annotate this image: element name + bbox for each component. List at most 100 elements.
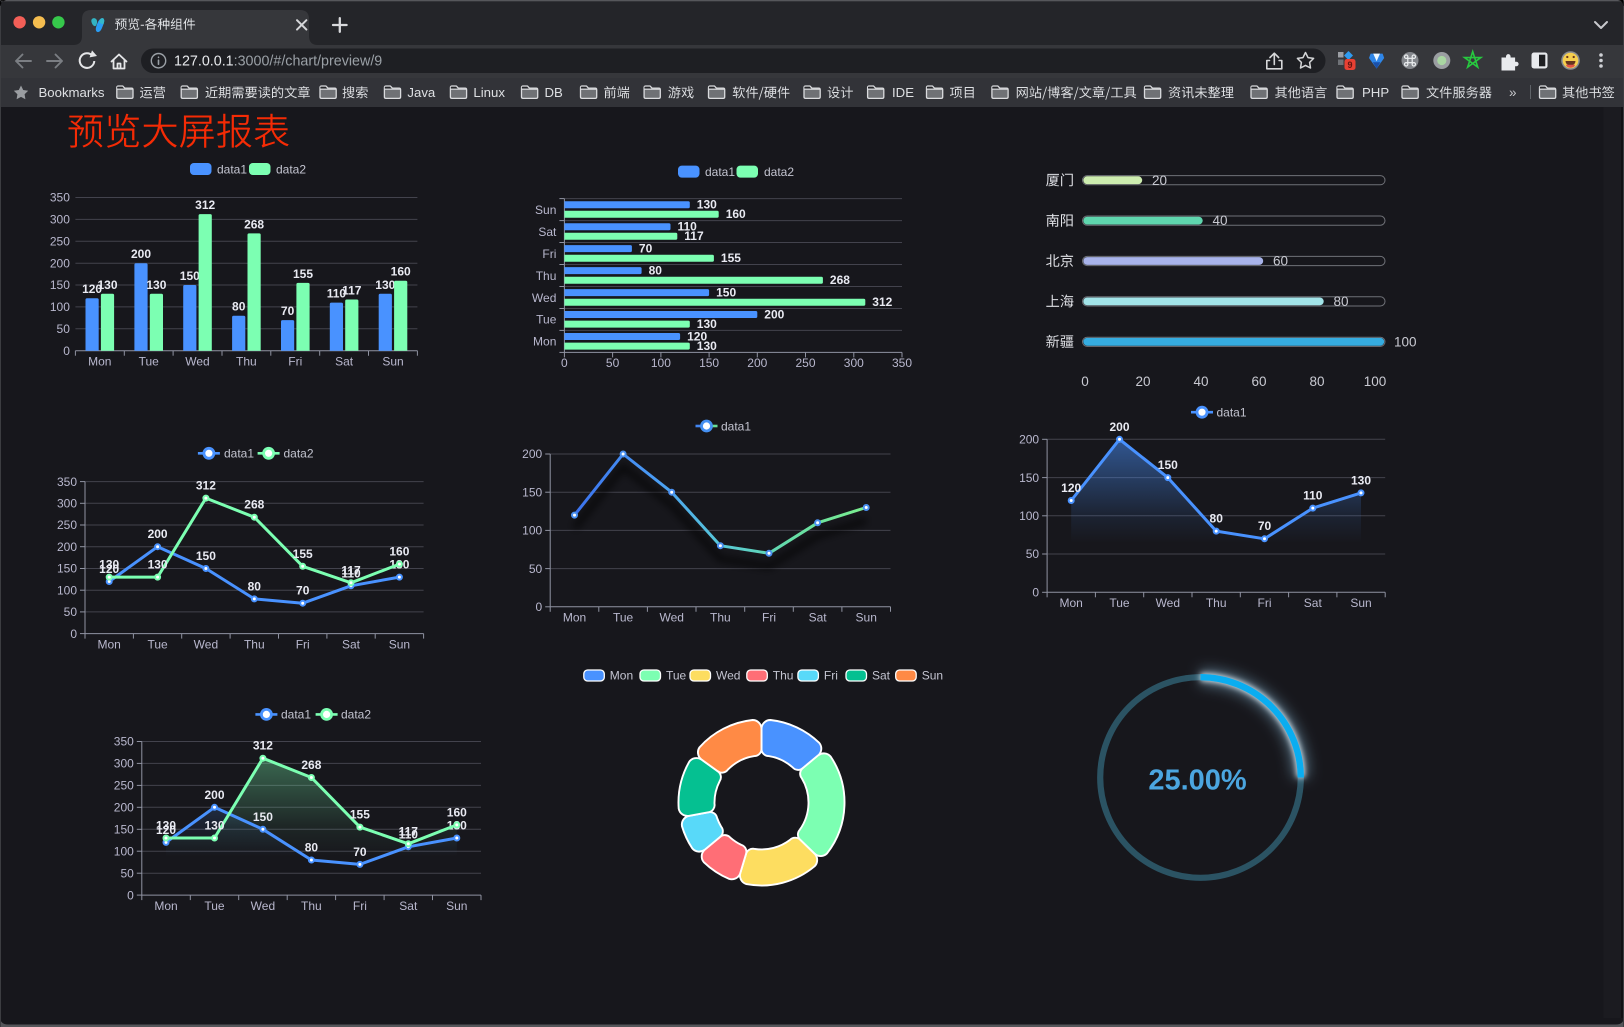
svg-text:Thu: Thu — [710, 611, 731, 625]
svg-text:data1: data1 — [705, 165, 735, 179]
svg-text:Thu: Thu — [244, 637, 265, 651]
svg-text:268: 268 — [301, 758, 321, 772]
svg-text:Tue: Tue — [147, 637, 168, 651]
svg-text:Mon: Mon — [1060, 596, 1083, 610]
svg-text:20: 20 — [1152, 173, 1167, 188]
svg-text:0: 0 — [536, 600, 543, 614]
svg-text:Fri: Fri — [1258, 596, 1272, 610]
svg-text:PHP: PHP — [1362, 85, 1389, 100]
svg-text:70: 70 — [1258, 519, 1272, 533]
svg-text:130: 130 — [148, 558, 168, 572]
svg-text:200: 200 — [57, 540, 77, 554]
svg-text:Sun: Sun — [389, 637, 410, 651]
svg-text:117: 117 — [341, 563, 361, 577]
svg-text:155: 155 — [293, 267, 313, 281]
svg-text:268: 268 — [244, 217, 264, 231]
svg-text:50: 50 — [1026, 547, 1040, 561]
svg-text:110: 110 — [1303, 489, 1323, 503]
svg-text:250: 250 — [50, 235, 70, 249]
svg-text:Tue: Tue — [1109, 596, 1130, 610]
svg-text:data1: data1 — [721, 419, 751, 433]
svg-text:110: 110 — [327, 287, 347, 301]
svg-text:130: 130 — [697, 339, 717, 353]
svg-text:100: 100 — [50, 300, 70, 314]
svg-text:Mon: Mon — [88, 355, 111, 369]
svg-text:350: 350 — [57, 475, 77, 489]
svg-text:Wed: Wed — [1156, 596, 1180, 610]
svg-text:Sun: Sun — [922, 669, 943, 683]
svg-text:350: 350 — [50, 191, 70, 205]
svg-text:data1: data1 — [217, 162, 247, 176]
svg-text:50: 50 — [120, 866, 134, 880]
svg-text:25.00%: 25.00% — [1148, 764, 1247, 796]
svg-text:110: 110 — [399, 827, 419, 841]
svg-text:Tue: Tue — [139, 355, 160, 369]
svg-text:70: 70 — [353, 845, 367, 859]
svg-text:0: 0 — [561, 356, 568, 370]
svg-text:80: 80 — [248, 579, 262, 593]
svg-text:Wed: Wed — [716, 669, 740, 683]
svg-text:100: 100 — [522, 524, 542, 538]
svg-text:Tue: Tue — [204, 899, 225, 913]
svg-text:350: 350 — [892, 356, 912, 370]
svg-text:110: 110 — [341, 566, 361, 580]
svg-text:Mon: Mon — [98, 637, 121, 651]
svg-text:Sat: Sat — [335, 355, 354, 369]
svg-text:150: 150 — [180, 269, 200, 283]
svg-text:50: 50 — [57, 322, 71, 336]
svg-text:Tue: Tue — [666, 669, 687, 683]
svg-text:Sat: Sat — [1304, 596, 1323, 610]
svg-text:Thu: Thu — [1206, 596, 1227, 610]
svg-text:Wed: Wed — [251, 899, 275, 913]
svg-text:200: 200 — [131, 247, 151, 261]
svg-text:Mon: Mon — [154, 899, 177, 913]
svg-text:160: 160 — [447, 805, 467, 819]
svg-text:155: 155 — [721, 251, 741, 265]
svg-text:0: 0 — [1032, 586, 1039, 600]
svg-text:60: 60 — [1273, 254, 1288, 269]
svg-text:100: 100 — [114, 844, 134, 858]
svg-text:0: 0 — [127, 888, 134, 902]
svg-text:130: 130 — [697, 198, 717, 212]
svg-text:200: 200 — [148, 527, 168, 541]
svg-text:312: 312 — [253, 739, 273, 753]
svg-text:312: 312 — [196, 479, 216, 493]
svg-text:Sun: Sun — [1350, 596, 1371, 610]
svg-text:Sat: Sat — [809, 611, 828, 625]
svg-text:300: 300 — [50, 213, 70, 227]
svg-text:350: 350 — [114, 735, 134, 749]
svg-text:0: 0 — [70, 627, 77, 641]
svg-text:130: 130 — [697, 317, 717, 331]
svg-text:70: 70 — [639, 242, 653, 256]
svg-text:120: 120 — [156, 823, 176, 837]
svg-text:130: 130 — [1351, 473, 1371, 487]
svg-text:130: 130 — [99, 558, 119, 572]
svg-text:120: 120 — [82, 282, 102, 296]
svg-text:Thu: Thu — [236, 355, 257, 369]
svg-text:300: 300 — [114, 757, 134, 771]
svg-text:Fri: Fri — [542, 247, 556, 261]
svg-text:150: 150 — [1158, 458, 1178, 472]
svg-text:Thu: Thu — [536, 269, 557, 283]
svg-text:150: 150 — [699, 356, 719, 370]
svg-text:Wed: Wed — [659, 611, 683, 625]
svg-text:127.0.0.1:3000/#/chart/preview: 127.0.0.1:3000/#/chart/preview/9 — [174, 54, 382, 70]
svg-text:Mon: Mon — [533, 335, 556, 349]
svg-text:0: 0 — [1081, 374, 1089, 389]
svg-text:160: 160 — [389, 545, 409, 559]
svg-text:Thu: Thu — [301, 899, 322, 913]
svg-text:Linux: Linux — [473, 85, 505, 100]
svg-text:80: 80 — [649, 264, 663, 278]
svg-text:Wed: Wed — [532, 291, 556, 305]
svg-text:200: 200 — [50, 256, 70, 270]
svg-text:Fri: Fri — [296, 637, 310, 651]
svg-text:100: 100 — [1364, 374, 1387, 389]
svg-text:130: 130 — [375, 278, 395, 292]
svg-text:150: 150 — [196, 549, 216, 563]
svg-text:300: 300 — [57, 497, 77, 511]
svg-text:100: 100 — [57, 583, 77, 597]
svg-text:160: 160 — [726, 207, 746, 221]
svg-text:250: 250 — [795, 356, 815, 370]
svg-text:312: 312 — [195, 198, 215, 212]
svg-text:data2: data2 — [764, 165, 794, 179]
